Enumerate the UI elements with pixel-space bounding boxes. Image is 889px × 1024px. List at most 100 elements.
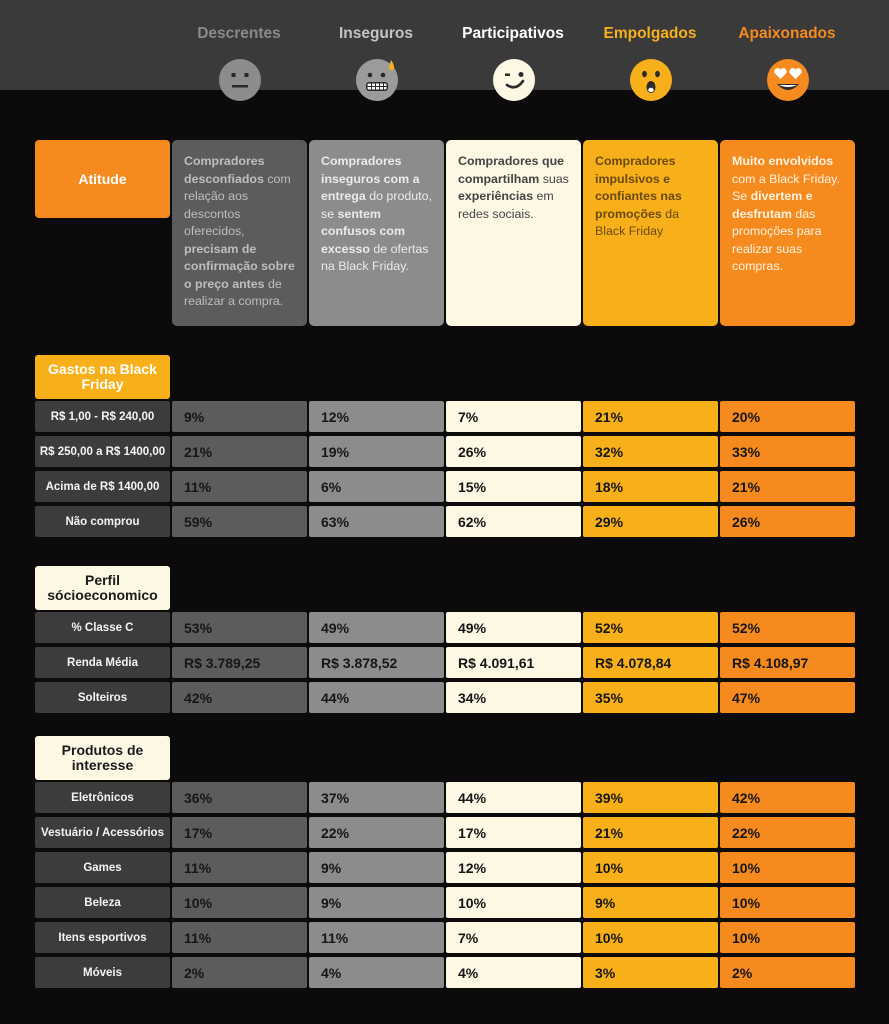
table-cell: 2% [720,957,855,988]
table-cell: 11% [172,922,307,953]
description-text: do produto, se [321,189,432,221]
table-cell: 53% [172,612,307,643]
table-cell: 44% [309,682,444,713]
table-cell: 52% [720,612,855,643]
description-text: Compradores impulsivos e confiantes nas … [595,154,682,221]
profile-header-descrentes: Descrentes [164,0,314,101]
profile-header-participativos: Participativos [438,0,588,101]
table-cell: 17% [172,817,307,848]
table-cell: 10% [583,922,718,953]
attitude-label: Atitude [35,140,170,218]
table-cell: R$ 3.878,52 [309,647,444,678]
table-cell: 7% [446,401,581,432]
table-cell: 21% [583,817,718,848]
table-cell: R$ 3.789,25 [172,647,307,678]
section-title-produtos: Produtos de interesse [35,736,170,780]
description-text: com a Black Friday. Se [732,171,840,204]
table-cell: 10% [583,852,718,883]
table-cell: 7% [446,922,581,953]
row-label: Renda Média [35,647,170,678]
description-text: em redes sociais. [458,189,554,221]
description-text: de realizar a compra. [184,276,284,309]
table-cell: 15% [446,471,581,502]
table-cell: 10% [720,887,855,918]
profile-name: Apaixonados [738,25,836,42]
surprised-face-icon [630,59,672,101]
table-cell: 37% [309,782,444,813]
table-cell: 12% [309,401,444,432]
table-cell: 63% [309,506,444,537]
description-text: das promoções para realizar suas compras… [732,206,822,274]
table-cell: 11% [172,852,307,883]
table-cell: 6% [309,471,444,502]
table-cell: R$ 4.091,61 [446,647,581,678]
row-label: Beleza [35,887,170,918]
table-cell: 34% [446,682,581,713]
table-cell: 21% [172,436,307,467]
row-label: Vestuário / Acessórios [35,817,170,848]
profile-name: Participativos [462,25,564,42]
table-cell: 10% [720,852,855,883]
row-label: Games [35,852,170,883]
table-cell: 42% [172,682,307,713]
row-label: R$ 250,00 a R$ 1400,00 [35,436,170,467]
row-label: Eletrônicos [35,782,170,813]
description-empolgados: Compradores impulsivos e confiantes nas … [583,140,718,326]
description-apaixonados: Muito envolvidos com a Black Friday. Se … [720,140,855,326]
table-cell: R$ 4.108,97 [720,647,855,678]
table-cell: 21% [583,401,718,432]
table-cell: 17% [446,817,581,848]
table-cell: 10% [172,887,307,918]
description-descrentes: Compradores desconfiados com relação aos… [172,140,307,326]
table-cell: 35% [583,682,718,713]
row-label: % Classe C [35,612,170,643]
description-inseguros: Compradores inseguros com a entrega do p… [309,140,444,326]
grimacing-sweat-face-icon [356,59,398,101]
table-cell: 19% [309,436,444,467]
description-text: Compradores desconfiados [184,154,265,186]
profile-header-empolgados: Empolgados [575,0,725,101]
description-text: precisam de confirmação sobre o preço an… [184,241,295,291]
table-cell: 42% [720,782,855,813]
description-text: suas [539,171,569,186]
table-cell: 29% [583,506,718,537]
table-cell: 49% [446,612,581,643]
description-participativos: Compradores que compartilham suas experi… [446,140,581,326]
table-cell: 36% [172,782,307,813]
description-text: divertem e desfrutam [732,189,813,221]
table-cell: 9% [309,887,444,918]
table-cell: 39% [583,782,718,813]
table-cell: R$ 4.078,84 [583,647,718,678]
profile-header-inseguros: Inseguros [301,0,451,101]
row-label: R$ 1,00 - R$ 240,00 [35,401,170,432]
table-cell: 4% [309,957,444,988]
section-title-gastos: Gastos na Black Friday [35,355,170,399]
description-text: Compradores que compartilham [458,154,565,186]
table-cell: 2% [172,957,307,988]
table-cell: 21% [720,471,855,502]
table-cell: 9% [583,887,718,918]
row-label: Móveis [35,957,170,988]
winking-face-icon [493,59,535,101]
table-cell: 59% [172,506,307,537]
table-cell: 11% [172,471,307,502]
table-cell: 26% [720,506,855,537]
table-cell: 33% [720,436,855,467]
description-text: Muito envolvidos [732,154,834,168]
table-cell: 22% [720,817,855,848]
table-cell: 11% [309,922,444,953]
header-band [0,0,889,90]
section-title-perfil: Perfil sócioeconomico [35,566,170,610]
table-cell: 49% [309,612,444,643]
neutral-face-icon [219,59,261,101]
description-text: experiências [458,189,534,203]
table-cell: 44% [446,782,581,813]
table-cell: 18% [583,471,718,502]
description-text: da Black Friday [595,206,680,239]
profile-name: Empolgados [603,25,697,42]
description-text: Compradores inseguros com a [321,154,420,186]
description-text: de ofertas na Black Friday. [321,241,429,274]
table-cell: 10% [446,887,581,918]
table-cell: 22% [309,817,444,848]
